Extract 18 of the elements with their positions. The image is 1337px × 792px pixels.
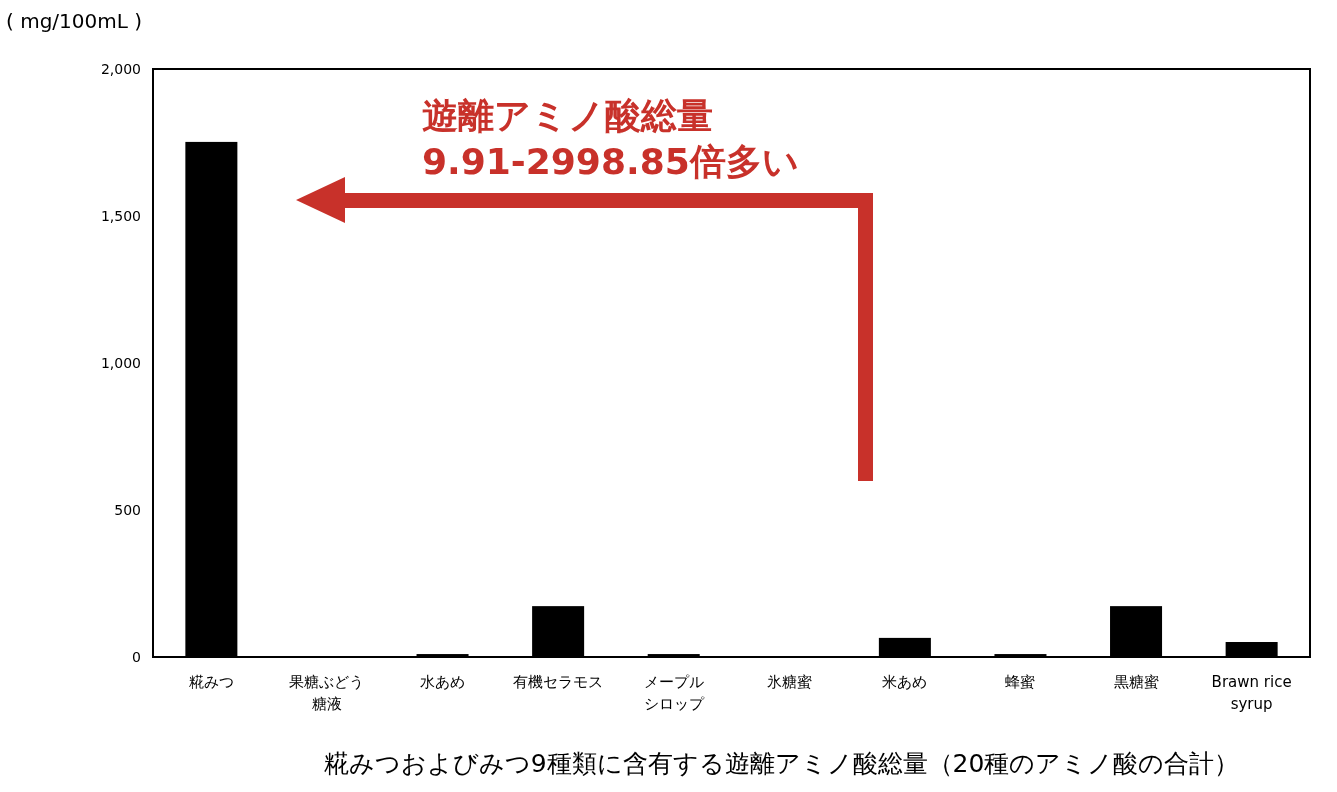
y-tick-label: 1,500: [100, 207, 141, 224]
x-tick-label: 米あめ: [882, 673, 928, 691]
y-axis-title: ( mg/100mL ): [6, 9, 143, 33]
text: 糀みつおよびみつ9種類に含有する遊離アミノ酸総量（20種のアミノ酸の合計）: [323, 749, 1240, 778]
y-tick-label: 1,000: [100, 354, 141, 371]
x-tick-label: 黒糖蜜: [1113, 673, 1159, 691]
x-tick-label: 糀みつ: [188, 673, 234, 691]
x-tick-label: 有機セラモス: [513, 673, 604, 691]
annotation: 遊離アミノ酸総量 9.91-2998.85倍多い: [422, 95, 799, 182]
x-tick-label: 氷糖蜜: [766, 673, 812, 691]
x-tick-label: 水あめ: [420, 673, 466, 691]
x-tick-label: メープルシロップ: [643, 673, 705, 713]
y-tick-label: 500: [114, 501, 141, 518]
y-tick-label: 0: [132, 648, 141, 665]
y-tick-label: 2,000: [100, 60, 141, 77]
x-tick-label: 果糖ぶどう糖液: [289, 673, 365, 713]
x-tick-label: Brawn rice syrup: [1211, 673, 1292, 713]
x-tick-label: 蜂蜜: [1005, 673, 1036, 691]
